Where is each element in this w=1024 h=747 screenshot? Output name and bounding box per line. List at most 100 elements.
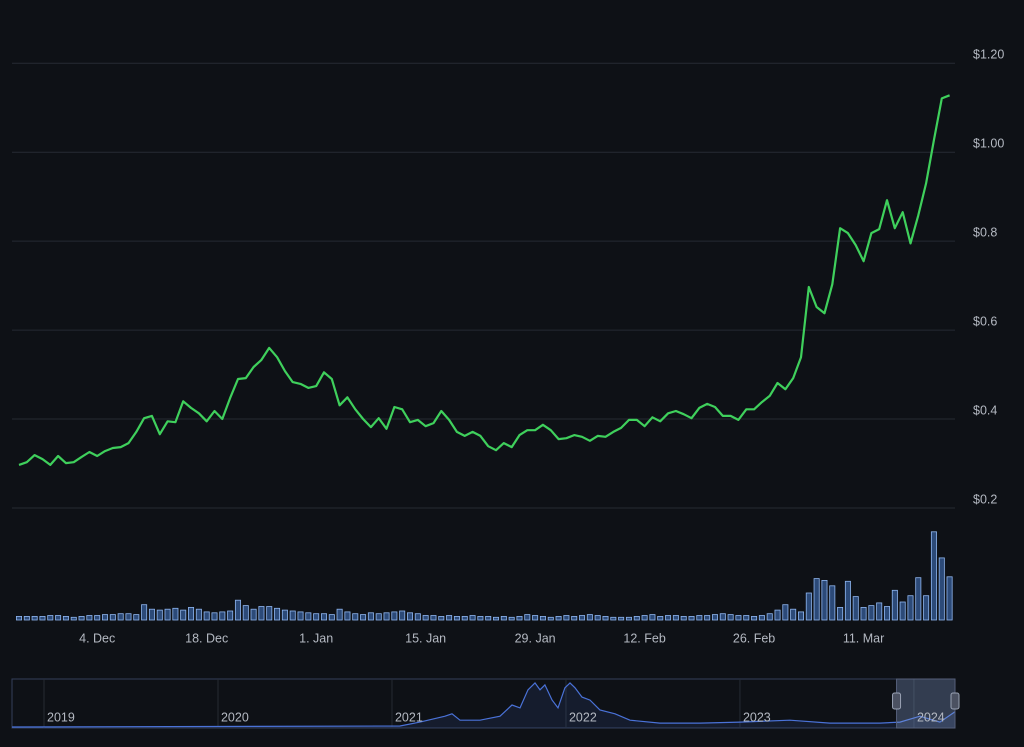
volume-bar — [758, 615, 765, 621]
volume-bar — [641, 615, 648, 621]
y-tick-label: $0.4 — [973, 403, 997, 417]
volume-bar — [399, 610, 406, 621]
volume-bar — [876, 602, 883, 621]
navigator-handle[interactable] — [892, 692, 902, 710]
volume-bar — [821, 580, 828, 621]
navigator-area — [12, 682, 955, 728]
volume-bar — [485, 616, 492, 621]
volume-bar — [125, 613, 132, 621]
volume-bar — [884, 606, 891, 621]
volume-bar — [751, 616, 758, 621]
volume-bar — [320, 613, 327, 621]
volume-bar — [391, 611, 398, 621]
volume-bar — [907, 595, 914, 621]
navigator-line — [11, 681, 956, 728]
volume-bar — [406, 612, 413, 621]
volume-bar — [39, 616, 46, 621]
volume-bar — [23, 616, 30, 621]
volume-bar — [227, 610, 234, 621]
volume-bar — [493, 616, 500, 621]
navigator-tick-label: 2022 — [569, 710, 597, 724]
volume-bar — [688, 616, 695, 621]
volume-bar — [837, 607, 844, 621]
volume-bar — [203, 611, 210, 621]
volume-bar — [234, 599, 241, 621]
volume-bar — [360, 614, 367, 621]
volume-bar — [915, 577, 922, 621]
volume-bar — [766, 613, 773, 621]
volume-bar — [899, 601, 906, 621]
volume-bar — [266, 606, 273, 621]
volume-bar — [31, 616, 38, 621]
volume-bar — [446, 615, 453, 621]
volume-bar — [610, 616, 617, 621]
volume-bar — [62, 616, 69, 621]
navigator-tick-label: 2020 — [221, 710, 249, 724]
volume-bar — [242, 605, 249, 621]
volume-bar — [508, 616, 515, 621]
volume-bar — [375, 613, 382, 621]
volume-bar — [367, 612, 374, 621]
x-tick-label: 4. Dec — [79, 631, 115, 645]
volume-bar — [696, 615, 703, 621]
volume-bar — [594, 615, 601, 621]
volume-bar — [563, 615, 570, 621]
volume-bar — [798, 611, 805, 621]
volume-bar — [743, 615, 750, 621]
volume-bar — [281, 609, 288, 621]
volume-bar — [547, 616, 554, 621]
volume-bar — [782, 604, 789, 621]
volume-bar — [274, 607, 281, 621]
volume-bar — [532, 615, 539, 621]
volume-bar — [461, 616, 468, 621]
volume-bar — [15, 616, 22, 621]
volume-bar — [539, 616, 546, 621]
volume-bar — [305, 612, 312, 621]
volume-bar — [328, 614, 335, 621]
volume-bar — [868, 605, 875, 621]
volume-bar — [172, 607, 179, 621]
volume-bar — [141, 604, 148, 621]
volume-bar — [94, 615, 101, 621]
volume-bar — [524, 614, 531, 621]
price-line — [18, 94, 951, 466]
volume-bar — [195, 608, 202, 621]
volume-bar — [109, 614, 116, 621]
volume-bar — [250, 608, 257, 621]
x-tick-label: 1. Jan — [299, 631, 333, 645]
volume-bar — [78, 616, 85, 621]
volume-bar — [156, 609, 163, 621]
volume-bar — [579, 615, 586, 621]
navigator-handle[interactable] — [950, 692, 960, 710]
volume-bar — [938, 557, 945, 621]
y-tick-label: $0.8 — [973, 225, 997, 239]
volume-bar — [352, 613, 359, 621]
volume-bar — [117, 613, 124, 621]
volume-bar — [625, 616, 632, 621]
volume-bar — [774, 609, 781, 621]
volume-bar — [602, 616, 609, 621]
volume-bar — [148, 608, 155, 621]
volume-bar — [133, 614, 140, 621]
y-tick-label: $1.20 — [973, 48, 1004, 62]
volume-bar — [344, 611, 351, 621]
volume-bar — [860, 607, 867, 621]
volume-bar — [430, 615, 437, 621]
volume-bar — [805, 592, 812, 621]
volume-bar — [844, 580, 851, 621]
volume-bar — [219, 611, 226, 621]
x-tick-label: 11. Mar — [843, 631, 884, 645]
volume-bar — [813, 578, 820, 621]
volume-bar — [70, 616, 77, 621]
volume-bar — [680, 616, 687, 621]
volume-bar — [180, 609, 187, 621]
volume-bar — [852, 596, 859, 621]
volume-bar — [47, 615, 54, 621]
volume-bar — [923, 595, 930, 621]
volume-bar — [633, 616, 640, 621]
x-tick-label: 12. Feb — [623, 631, 665, 645]
navigator-tick-label: 2021 — [395, 710, 423, 724]
volume-bar — [164, 608, 171, 621]
